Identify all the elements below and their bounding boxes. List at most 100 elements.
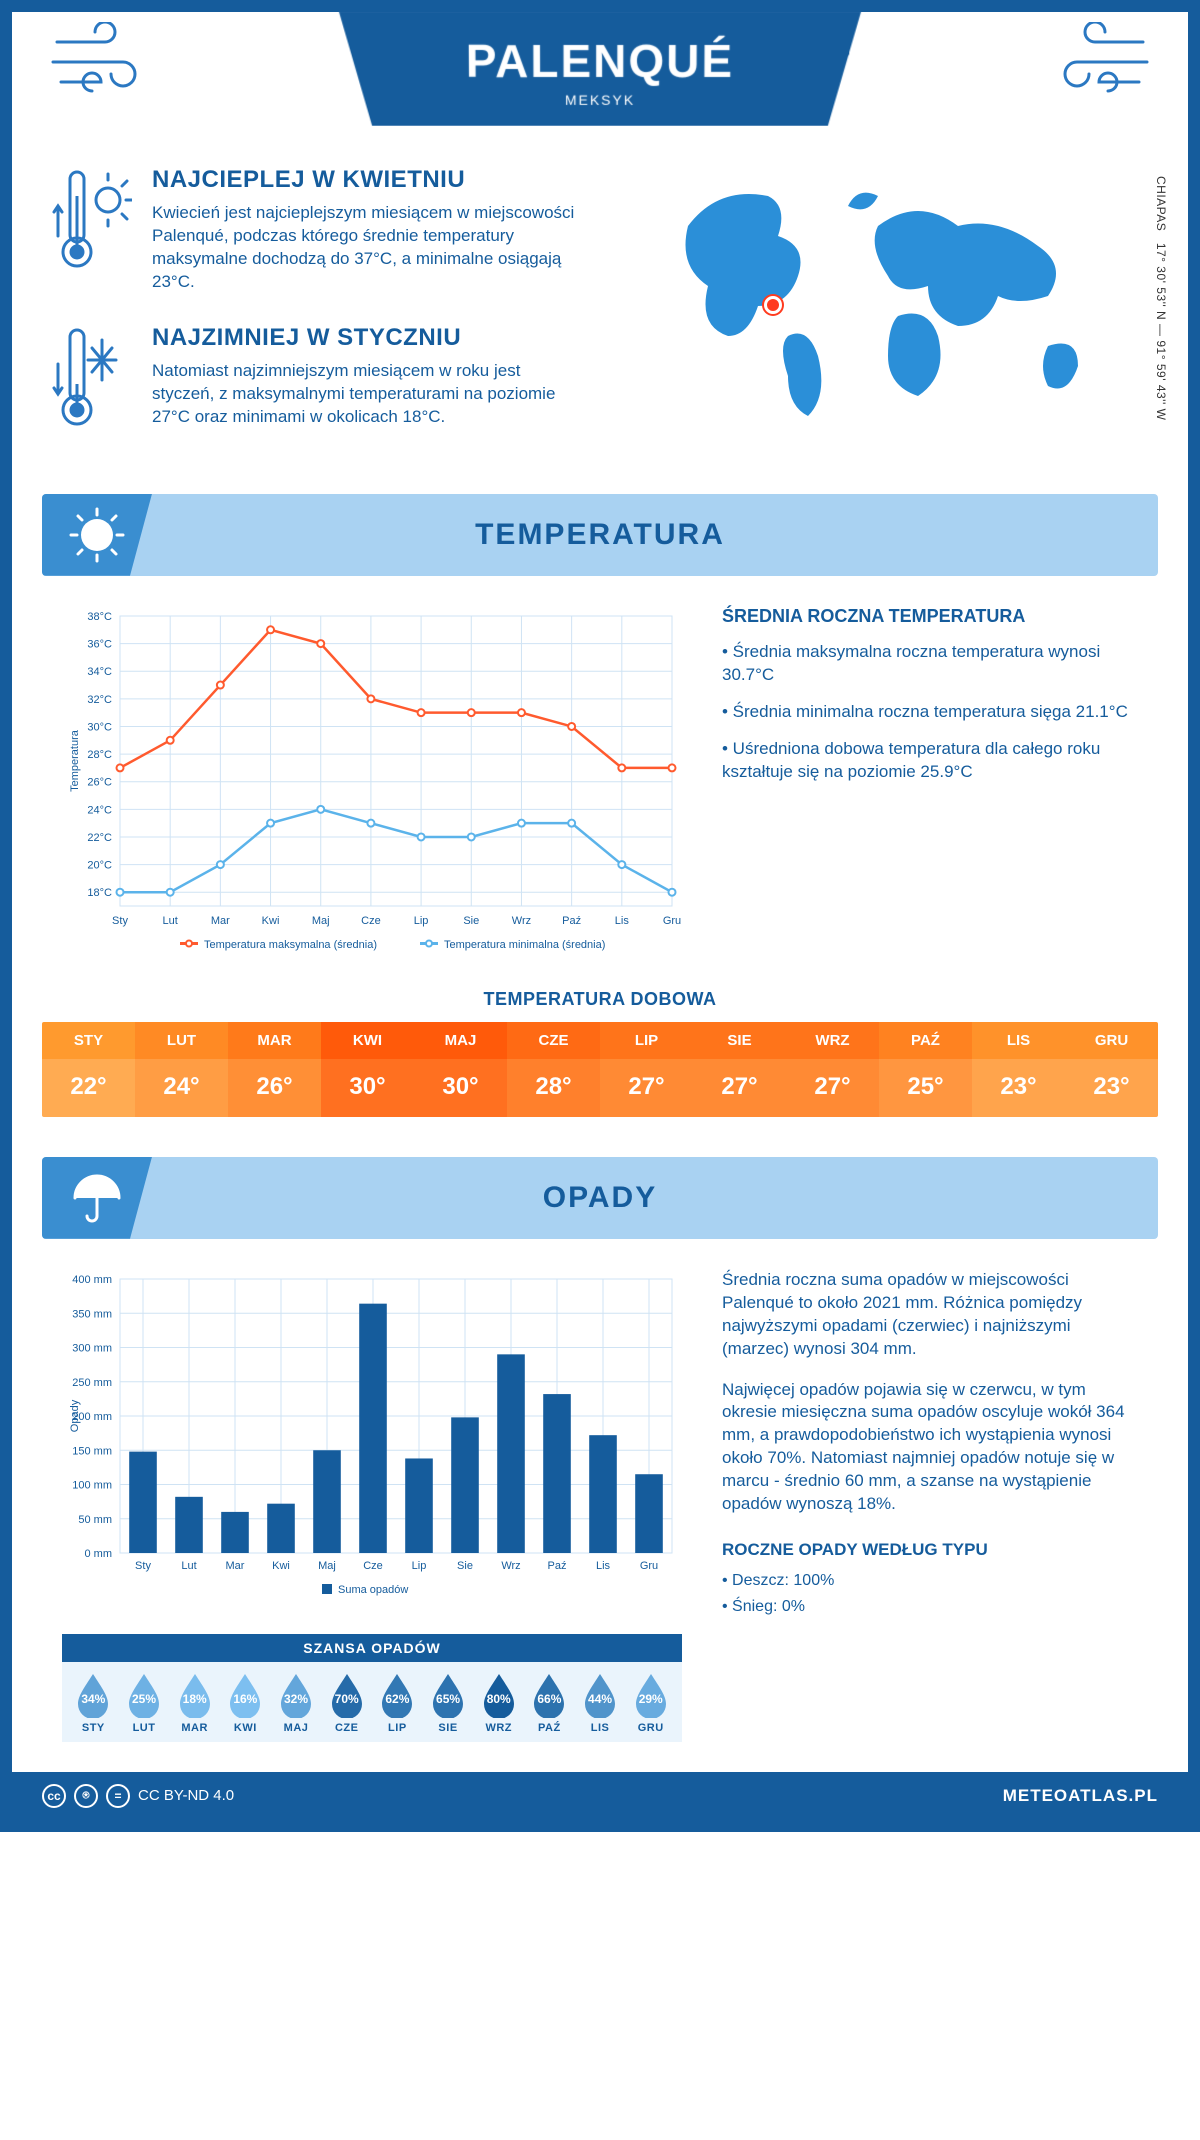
svg-text:400 mm: 400 mm (72, 1274, 112, 1286)
coldest-heading: NAJZIMNIEJ W STYCZNIU (152, 324, 582, 352)
chance-title: SZANSA OPADÓW (62, 1634, 682, 1662)
section-title: OPADY (543, 1181, 657, 1215)
daily-cell: PAŹ 25° (879, 1022, 972, 1117)
svg-text:Sty: Sty (112, 915, 128, 927)
chance-cell: 16% KWI (220, 1672, 271, 1734)
svg-text:Lis: Lis (615, 915, 630, 927)
svg-text:30°C: 30°C (87, 721, 112, 733)
chance-cell: 44% LIS (575, 1672, 626, 1734)
wind-icon (47, 22, 157, 116)
svg-text:350 mm: 350 mm (72, 1308, 112, 1320)
svg-text:300 mm: 300 mm (72, 1342, 112, 1354)
svg-text:38°C: 38°C (87, 611, 112, 623)
footer: cc ⍟ = CC BY-ND 4.0 METEOATLAS.PL (12, 1772, 1188, 1820)
daily-cell: LUT 24° (135, 1022, 228, 1117)
svg-text:Cze: Cze (363, 1560, 383, 1572)
section-title: TEMPERATURA (475, 518, 725, 552)
title-banner: PALENQUÉ MEKSYK (339, 12, 861, 126)
svg-text:Temperatura maksymalna (średni: Temperatura maksymalna (średnia) (204, 939, 377, 951)
svg-text:Kwi: Kwi (272, 1560, 290, 1572)
daily-cell: MAR 26° (228, 1022, 321, 1117)
daily-cell: LIS 23° (972, 1022, 1065, 1117)
thermometer-cold-icon (52, 324, 132, 434)
umbrella-icon (42, 1157, 152, 1239)
svg-text:Lip: Lip (412, 1560, 427, 1572)
svg-text:Sty: Sty (135, 1560, 151, 1572)
svg-text:28°C: 28°C (87, 749, 112, 761)
warmest-heading: NAJCIEPLEJ W KWIETNIU (152, 166, 582, 194)
warmest-text: Kwiecień jest najcieplejszym miesiącem w… (152, 202, 582, 294)
raindrop-icon: 80% (480, 1672, 518, 1718)
precip-para: Średnia roczna suma opadów w miejscowośc… (722, 1269, 1138, 1361)
svg-text:Mar: Mar (211, 915, 230, 927)
svg-text:Mar: Mar (226, 1560, 245, 1572)
daily-cell: STY 22° (42, 1022, 135, 1117)
svg-text:26°C: 26°C (87, 776, 112, 788)
brand: METEOATLAS.PL (1003, 1786, 1158, 1806)
by-icon: ⍟ (74, 1784, 98, 1808)
daily-cell: SIE 27° (693, 1022, 786, 1117)
temperature-chart: 18°C20°C22°C24°C26°C28°C30°C32°C34°C36°C… (62, 606, 682, 971)
svg-text:24°C: 24°C (87, 804, 112, 816)
daily-cell: MAJ 30° (414, 1022, 507, 1117)
svg-text:100 mm: 100 mm (72, 1479, 112, 1491)
svg-text:22°C: 22°C (87, 832, 112, 844)
wind-icon (1043, 22, 1153, 116)
raindrop-icon: 44% (581, 1672, 619, 1718)
world-map-box: CHIAPAS 17° 30' 53'' N — 91° 59' 43'' W (668, 166, 1148, 464)
thermometer-hot-icon (52, 166, 132, 294)
precip-para: Najwięcej opadów pojawia się w czerwcu, … (722, 1379, 1138, 1517)
svg-text:Maj: Maj (318, 1560, 336, 1572)
coldest-text: Natomiast najzimniejszym miesiącem w rok… (152, 360, 582, 429)
sun-icon (42, 494, 152, 576)
chance-cell: 70% CZE (321, 1672, 372, 1734)
daily-cell: GRU 23° (1065, 1022, 1158, 1117)
raindrop-icon: 70% (328, 1672, 366, 1718)
intro: NAJCIEPLEJ W KWIETNIU Kwiecień jest najc… (12, 126, 1188, 494)
svg-text:20°C: 20°C (87, 859, 112, 871)
precip-chart: 0 mm50 mm100 mm150 mm200 mm250 mm300 mm3… (62, 1269, 682, 1614)
svg-text:Lut: Lut (163, 915, 178, 927)
section-header-temperature: TEMPERATURA (42, 494, 1158, 576)
raindrop-icon: 18% (176, 1672, 214, 1718)
chance-strip: 34% STY 25% LUT 18% MAR 16% KWI (62, 1662, 682, 1742)
coldest-block: NAJZIMNIEJ W STYCZNIU Natomiast najzimni… (52, 324, 628, 434)
svg-text:Opady: Opady (69, 1399, 81, 1432)
svg-text:0 mm: 0 mm (85, 1548, 113, 1560)
chance-cell: 32% MAJ (271, 1672, 322, 1734)
svg-text:Paź: Paź (548, 1560, 567, 1572)
chance-cell: 65% SIE (423, 1672, 474, 1734)
chance-cell: 62% LIP (372, 1672, 423, 1734)
svg-text:Gru: Gru (640, 1560, 658, 1572)
chance-cell: 29% GRU (625, 1672, 676, 1734)
license-text: CC BY-ND 4.0 (138, 1787, 234, 1804)
svg-text:Lip: Lip (414, 915, 429, 927)
svg-text:150 mm: 150 mm (72, 1445, 112, 1457)
annual-temp-bullet: • Średnia minimalna roczna temperatura s… (722, 701, 1138, 724)
header: PALENQUÉ MEKSYK (12, 12, 1188, 126)
nd-icon: = (106, 1784, 130, 1808)
chance-cell: 34% STY (68, 1672, 119, 1734)
precip-type-row: • Deszcz: 100% (722, 1570, 1138, 1592)
svg-text:Maj: Maj (312, 915, 330, 927)
world-map (668, 166, 1148, 426)
chance-cell: 18% MAR (169, 1672, 220, 1734)
precip-type-row: • Śnieg: 0% (722, 1596, 1138, 1618)
location-title: PALENQUÉ (339, 34, 860, 88)
raindrop-icon: 32% (277, 1672, 315, 1718)
annual-temp-heading: ŚREDNIA ROCZNA TEMPERATURA (722, 606, 1138, 627)
svg-text:Gru: Gru (663, 915, 681, 927)
svg-text:Suma opadów: Suma opadów (338, 1584, 408, 1596)
page: PALENQUÉ MEKSYK NAJCIEPLEJ W KWIETNIU Kw… (0, 0, 1200, 1832)
svg-text:Lis: Lis (596, 1560, 611, 1572)
svg-text:Sie: Sie (457, 1560, 473, 1572)
svg-text:32°C: 32°C (87, 694, 112, 706)
section-header-precip: OPADY (42, 1157, 1158, 1239)
svg-text:250 mm: 250 mm (72, 1377, 112, 1389)
daily-cell: KWI 30° (321, 1022, 414, 1117)
raindrop-icon: 34% (74, 1672, 112, 1718)
daily-temp-strip: STY 22° LUT 24° MAR 26° KWI 30° MAJ 30° … (42, 1022, 1158, 1117)
daily-cell: LIP 27° (600, 1022, 693, 1117)
svg-text:Paź: Paź (562, 915, 581, 927)
raindrop-icon: 29% (632, 1672, 670, 1718)
